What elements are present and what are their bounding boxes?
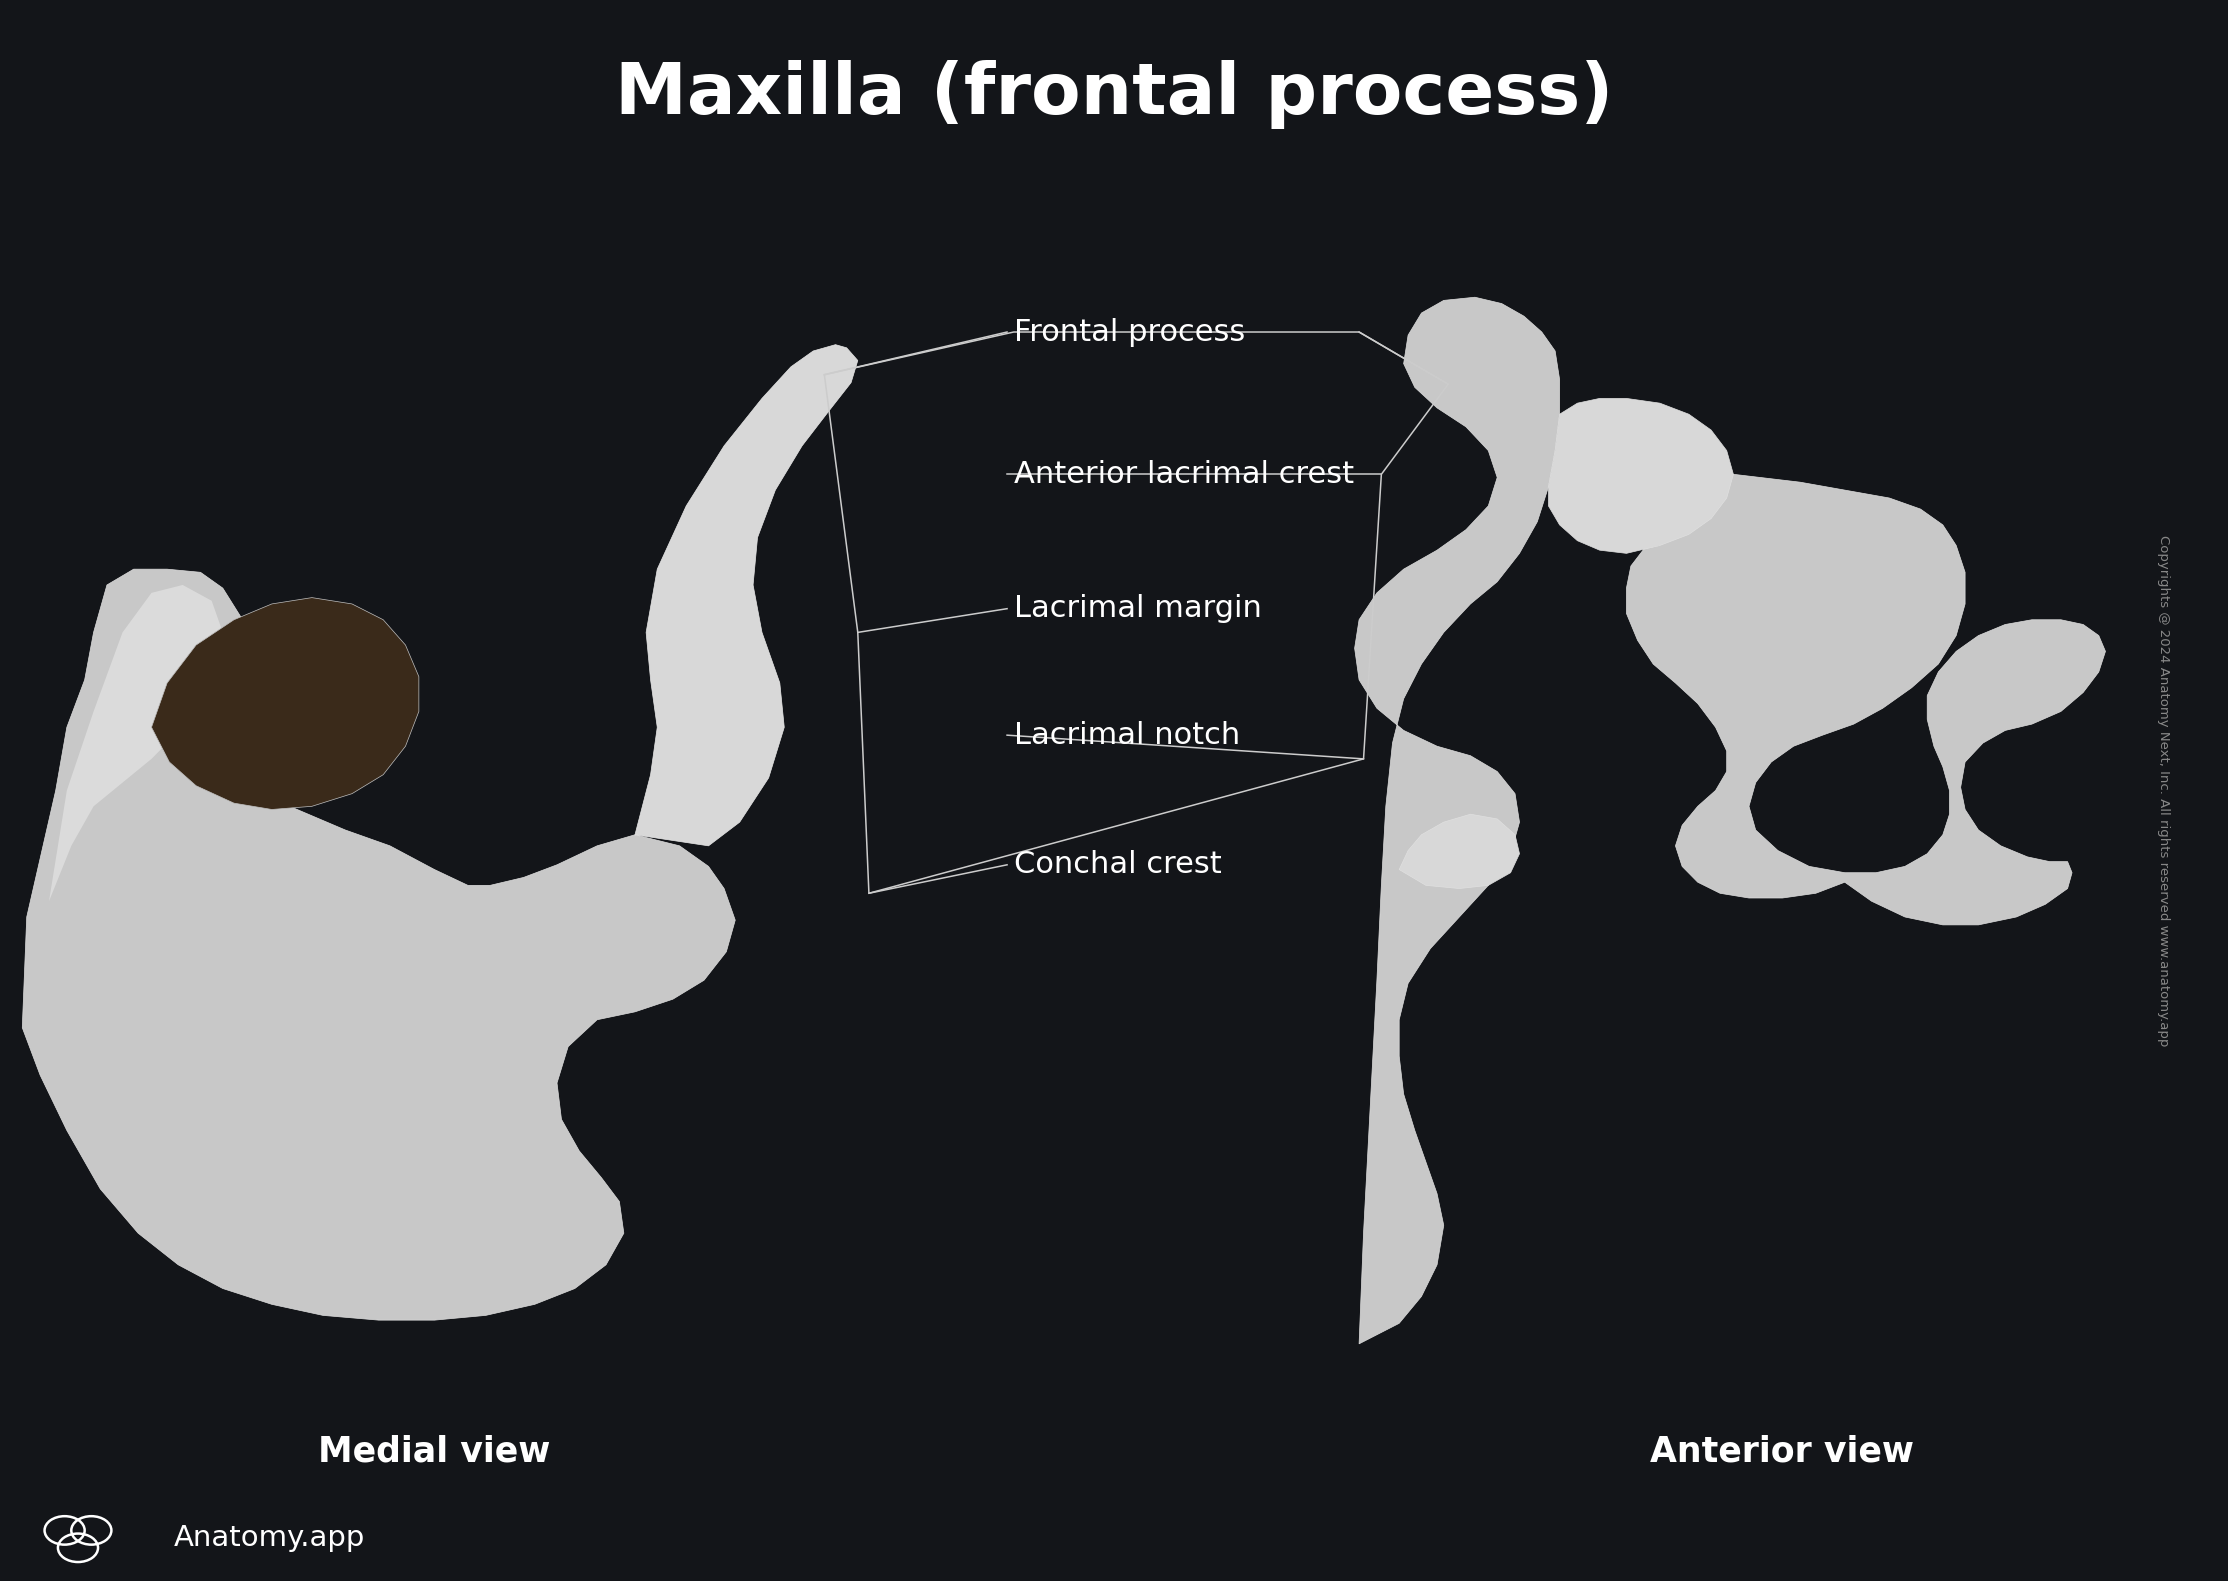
Polygon shape — [635, 345, 858, 846]
Text: Frontal process: Frontal process — [1014, 318, 1245, 346]
Text: Maxilla (frontal process): Maxilla (frontal process) — [615, 60, 1613, 130]
Polygon shape — [1548, 398, 1733, 553]
Text: Lacrimal notch: Lacrimal notch — [1014, 721, 1241, 749]
Polygon shape — [1626, 474, 2105, 925]
Polygon shape — [22, 569, 735, 1320]
Polygon shape — [152, 598, 419, 809]
Polygon shape — [1355, 297, 1560, 1344]
Text: Conchal crest: Conchal crest — [1014, 851, 1221, 879]
Text: Lacrimal margin: Lacrimal margin — [1014, 594, 1261, 623]
Text: Copyrights @ 2024 Anatomy Next, Inc. All rights reserved www.anatomy.app: Copyrights @ 2024 Anatomy Next, Inc. All… — [2157, 534, 2170, 1047]
Text: Medial view: Medial view — [319, 1434, 550, 1469]
Text: Anterior lacrimal crest: Anterior lacrimal crest — [1014, 460, 1355, 489]
Text: Anterior view: Anterior view — [1651, 1434, 1914, 1469]
Polygon shape — [1399, 814, 1519, 889]
Text: Anatomy.app: Anatomy.app — [174, 1524, 365, 1553]
Polygon shape — [40, 585, 223, 980]
